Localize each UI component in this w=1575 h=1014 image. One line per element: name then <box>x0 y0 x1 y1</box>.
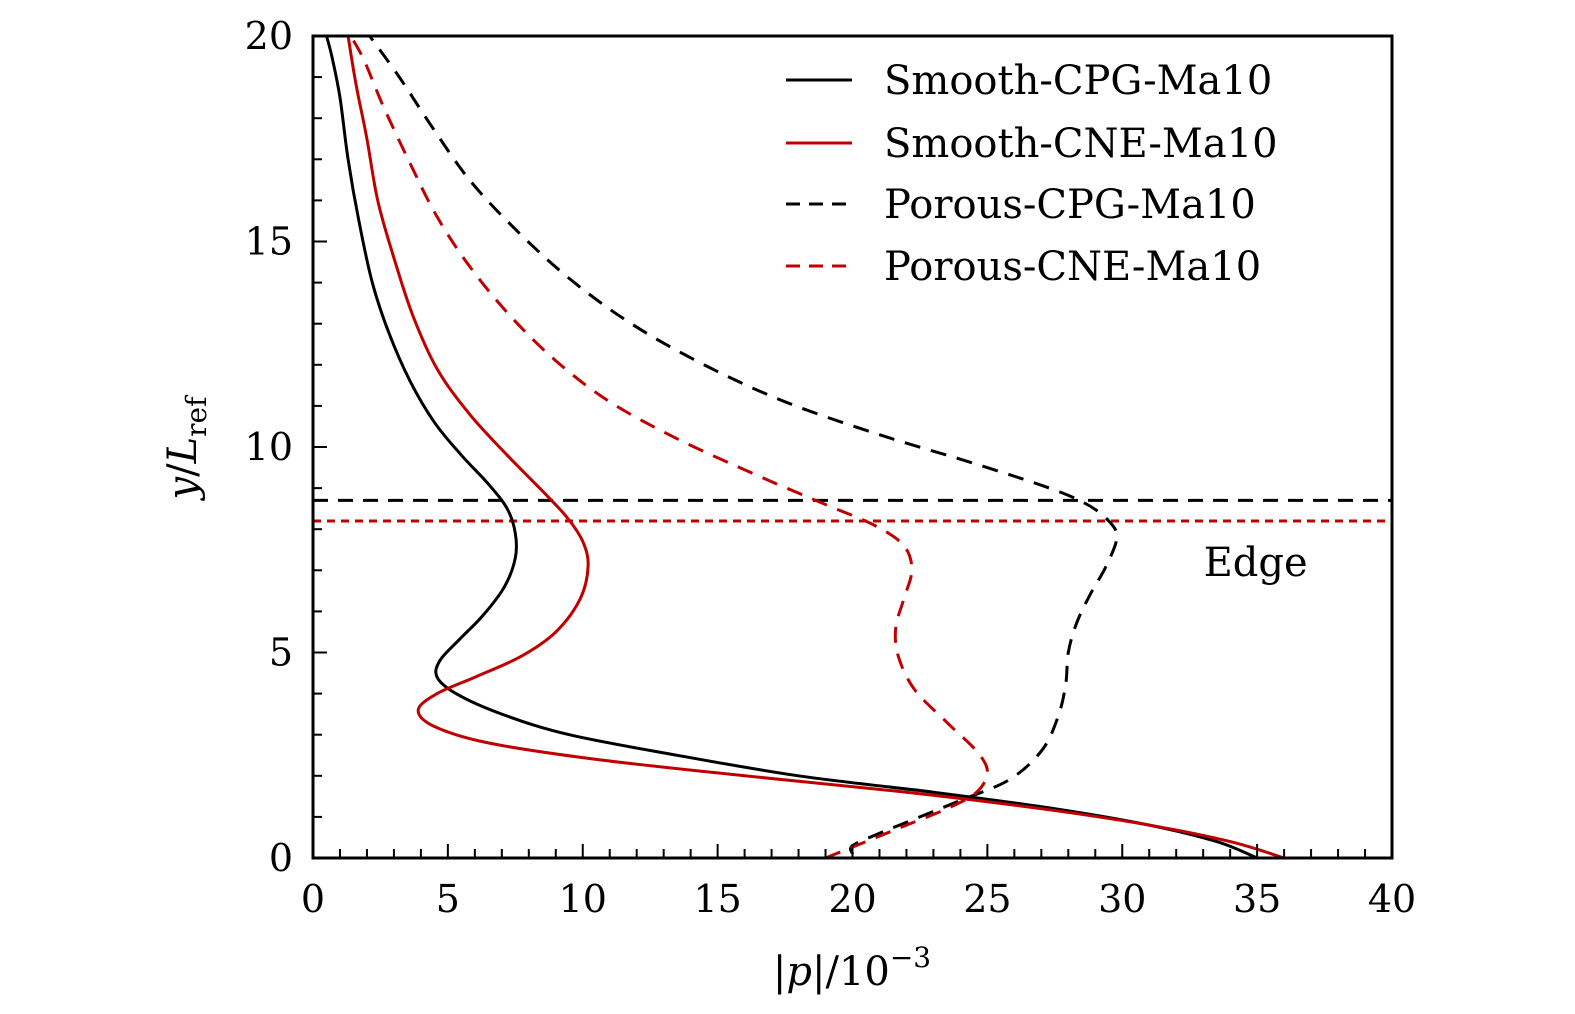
y-tick-label: 0 <box>269 836 293 880</box>
y-label-var: y <box>160 475 206 501</box>
x-tick-label: 15 <box>693 877 741 921</box>
legend-item-porous-cne: Porous-CNE-Ma10 <box>786 244 1261 290</box>
legend-label-smooth-cpg: Smooth-CPG-Ma10 <box>884 58 1272 104</box>
reference-lines <box>313 498 1392 523</box>
legend-item-smooth-cne: Smooth-CNE-Ma10 <box>786 121 1278 167</box>
series-line-porous-cne-ma10 <box>349 36 989 858</box>
y-axis-ticks <box>313 35 327 859</box>
legend-label-porous-cpg: Porous-CPG-Ma10 <box>884 182 1256 228</box>
x-axis-label: |p|/10−3 <box>773 941 931 995</box>
y-label-slash: / <box>160 463 206 477</box>
y-tick-label: 20 <box>245 14 293 58</box>
series-layer <box>325 36 1285 858</box>
y-tick-label: 10 <box>245 425 293 469</box>
y-axis-label: y/Lref <box>160 394 213 502</box>
x-tick-label: 40 <box>1368 877 1416 921</box>
series-line-porous-cpg-ma10 <box>368 36 1119 855</box>
x-label-slash: / <box>825 949 839 995</box>
legend-item-smooth-cpg: Smooth-CPG-Ma10 <box>786 58 1272 104</box>
legend-label-smooth-cne: Smooth-CNE-Ma10 <box>884 121 1278 167</box>
legend: Smooth-CPG-Ma10 Smooth-CNE-Ma10 Porous-C… <box>786 58 1278 290</box>
y-tick-label: 15 <box>245 220 293 264</box>
x-tick-label: 10 <box>559 877 607 921</box>
x-label-bar-right: | <box>812 949 825 995</box>
y-axis-tick-labels: 0 5 10 15 20 <box>245 14 293 880</box>
x-tick-label: 5 <box>436 877 460 921</box>
x-axis-tick-labels: 0 5 10 15 20 25 30 35 40 <box>301 877 1416 921</box>
y-label-L: L <box>160 437 206 465</box>
x-tick-label: 0 <box>301 877 325 921</box>
legend-item-porous-cpg: Porous-CPG-Ma10 <box>786 182 1256 228</box>
edge-annotation: Edge <box>1204 540 1308 586</box>
x-tick-label: 30 <box>1098 877 1146 921</box>
x-tick-label: 20 <box>828 877 876 921</box>
x-label-base: 10 <box>839 949 890 995</box>
series-line-smooth-cpg-ma10 <box>325 36 1258 858</box>
y-label-sub: ref <box>180 394 213 437</box>
x-label-bar-left: | <box>773 949 786 995</box>
series-line-smooth-cne-ma10 <box>346 36 1285 858</box>
x-axis-ticks <box>312 844 1393 858</box>
x-tick-label: 25 <box>963 877 1011 921</box>
x-label-exp: −3 <box>890 941 931 974</box>
y-tick-label: 5 <box>269 631 293 675</box>
x-label-var: p <box>786 949 812 995</box>
legend-label-porous-cne: Porous-CNE-Ma10 <box>884 244 1261 290</box>
x-tick-label: 35 <box>1233 877 1281 921</box>
